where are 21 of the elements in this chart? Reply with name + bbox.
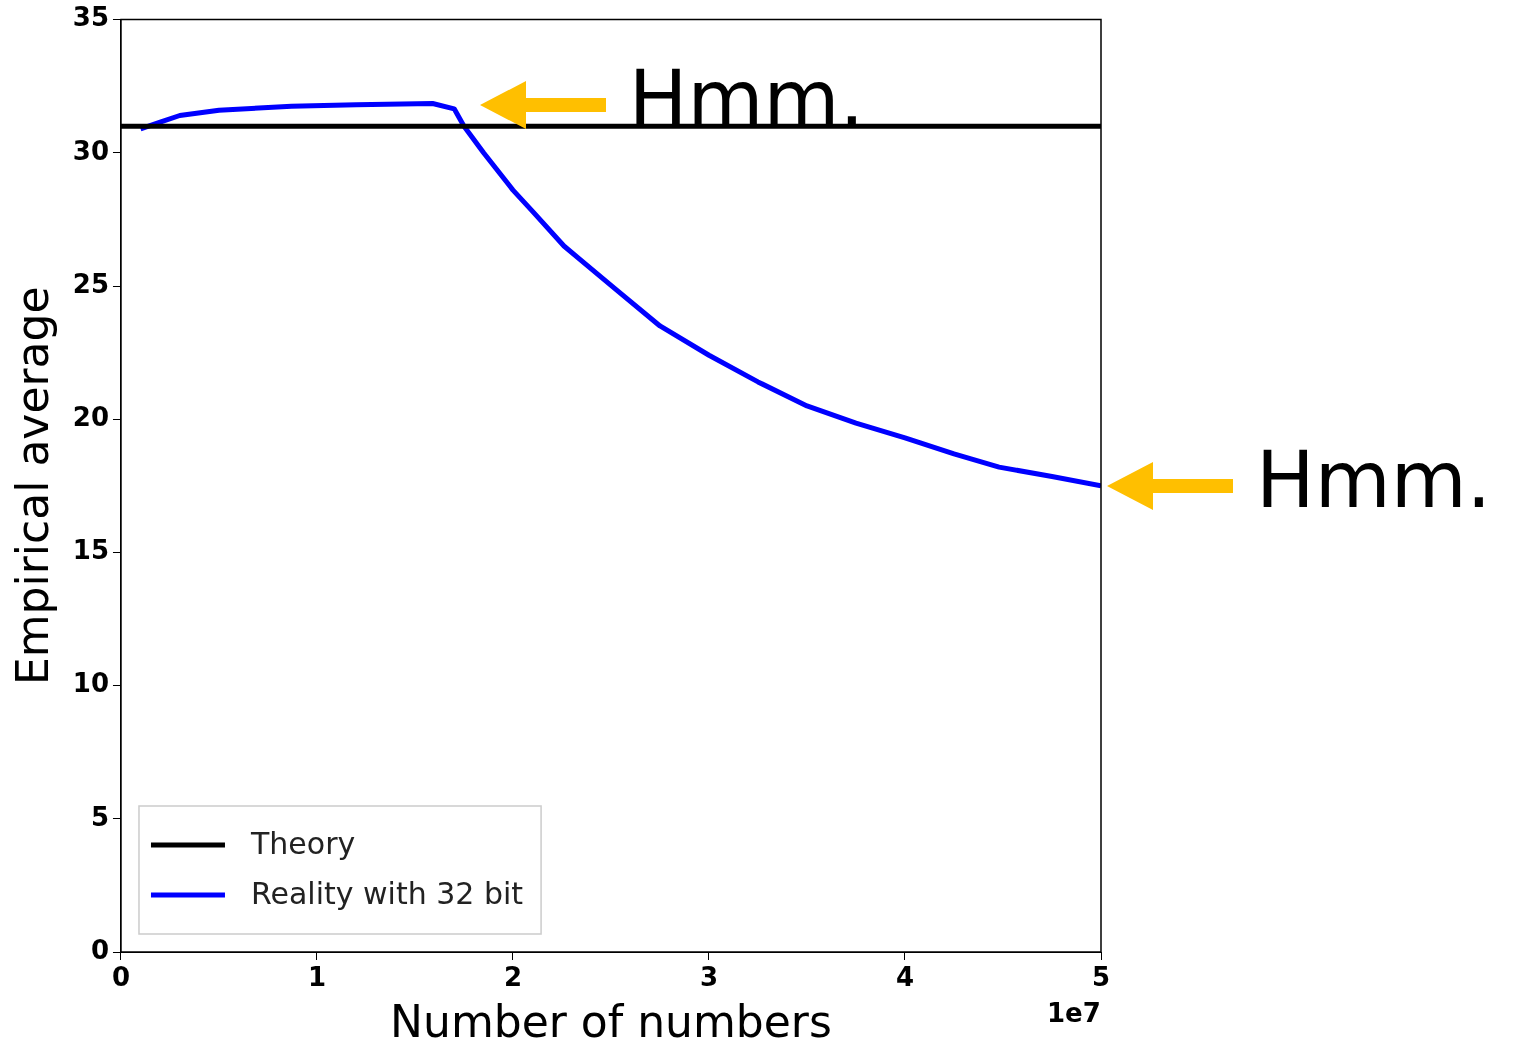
legend-label: Theory xyxy=(249,825,356,861)
y-tick-label: 20 xyxy=(72,401,109,432)
x-tick-label: 4 xyxy=(895,962,915,993)
x-tick-label: 0 xyxy=(111,962,131,993)
y-tick-label: 30 xyxy=(72,135,109,166)
y-tick-label: 10 xyxy=(72,668,109,699)
legend-label: Reality with 32 bit xyxy=(250,875,524,911)
y-tick-label: 35 xyxy=(72,2,109,33)
y-tick-label: 15 xyxy=(72,535,109,566)
y-tick-label: 0 xyxy=(90,934,109,965)
x-tick-label: 2 xyxy=(503,962,523,993)
y-tick-label: 25 xyxy=(72,268,109,299)
text: 1e7 xyxy=(1047,998,1101,1028)
x-tick-label: 5 xyxy=(1091,962,1111,993)
x-axis-title: Number of numbers xyxy=(390,996,832,1048)
annotation: Hmm. xyxy=(1256,434,1492,525)
annotation: Hmm. xyxy=(628,53,865,144)
x-tick-label: 1 xyxy=(307,962,327,993)
y-tick-label: 5 xyxy=(90,801,109,832)
y-axis-title: Empirical average xyxy=(6,286,58,686)
x-tick-label: 3 xyxy=(699,962,719,993)
